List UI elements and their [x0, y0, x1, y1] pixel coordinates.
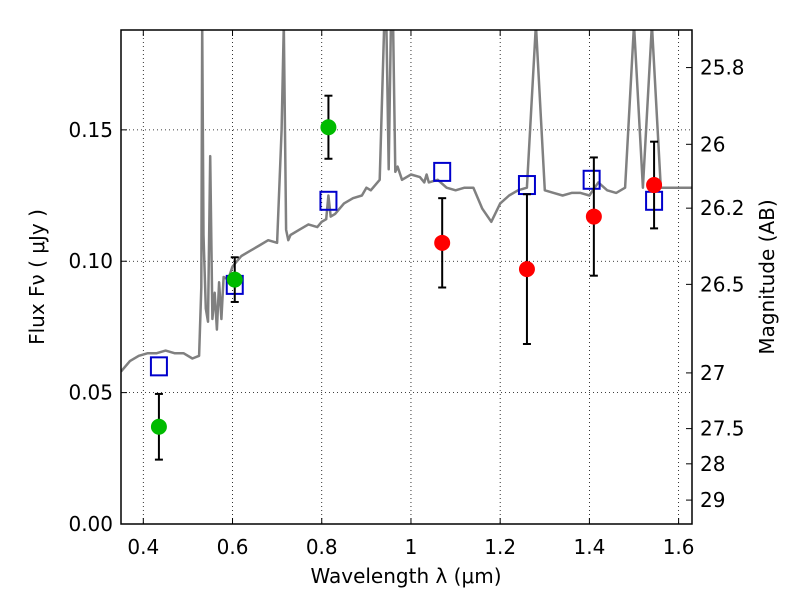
- magnitude-tick-label: 29: [700, 488, 725, 512]
- y-tick-label: 0.00: [68, 512, 113, 536]
- detection-point: [646, 177, 663, 194]
- detection-point: [434, 234, 451, 251]
- data-series: [121, 30, 692, 461]
- grid-lines: [121, 30, 692, 524]
- magnitude-tick-label: 26.5: [700, 272, 745, 296]
- y-tick-label: 0.10: [68, 249, 113, 273]
- model-photometry-square: [433, 161, 452, 182]
- detection-point: [585, 208, 602, 225]
- y2-axis-label: Magnitude (AB): [755, 199, 779, 354]
- model-photometry-square: [319, 190, 338, 211]
- magnitude-tick-label: 28: [700, 452, 725, 476]
- x-tick-label: 0.8: [306, 535, 338, 559]
- y-axis-label: Flux Fν ( μJy ): [25, 209, 49, 345]
- detection-point: [226, 271, 243, 288]
- detection-point: [320, 119, 337, 136]
- magnitude-tick-label: 27.5: [700, 417, 745, 441]
- magnitude-tick-label: 26.2: [700, 196, 745, 220]
- y-tick-label: 0.05: [68, 381, 113, 405]
- x-tick-label: 1: [405, 535, 418, 559]
- x-axis-label: Wavelength λ (μm): [310, 564, 501, 588]
- magnitude-tick-label: 25.8: [700, 56, 745, 80]
- x-tick-label: 0.4: [127, 535, 159, 559]
- y-tick-label: 0.15: [68, 118, 113, 142]
- detection-point: [150, 418, 167, 435]
- x-tick-label: 1.4: [573, 535, 605, 559]
- detection-point: [518, 261, 535, 278]
- axis-ticks: 0.4 0.6 0.8 1 1.2 1.4 1.6 0.00 0.05 0.10 0.15 25.8 2…: [68, 30, 745, 559]
- plot-frame: [120, 29, 693, 525]
- model-photometry-square: [582, 169, 601, 190]
- magnitude-tick-label: 27: [700, 361, 725, 385]
- x-tick-label: 0.6: [217, 535, 249, 559]
- model-photometry-square: [149, 356, 168, 377]
- magnitude-tick-label: 26: [700, 132, 725, 156]
- x-tick-label: 1.2: [484, 535, 516, 559]
- sed-model-line: [121, 30, 692, 373]
- x-tick-label: 1.6: [663, 535, 695, 559]
